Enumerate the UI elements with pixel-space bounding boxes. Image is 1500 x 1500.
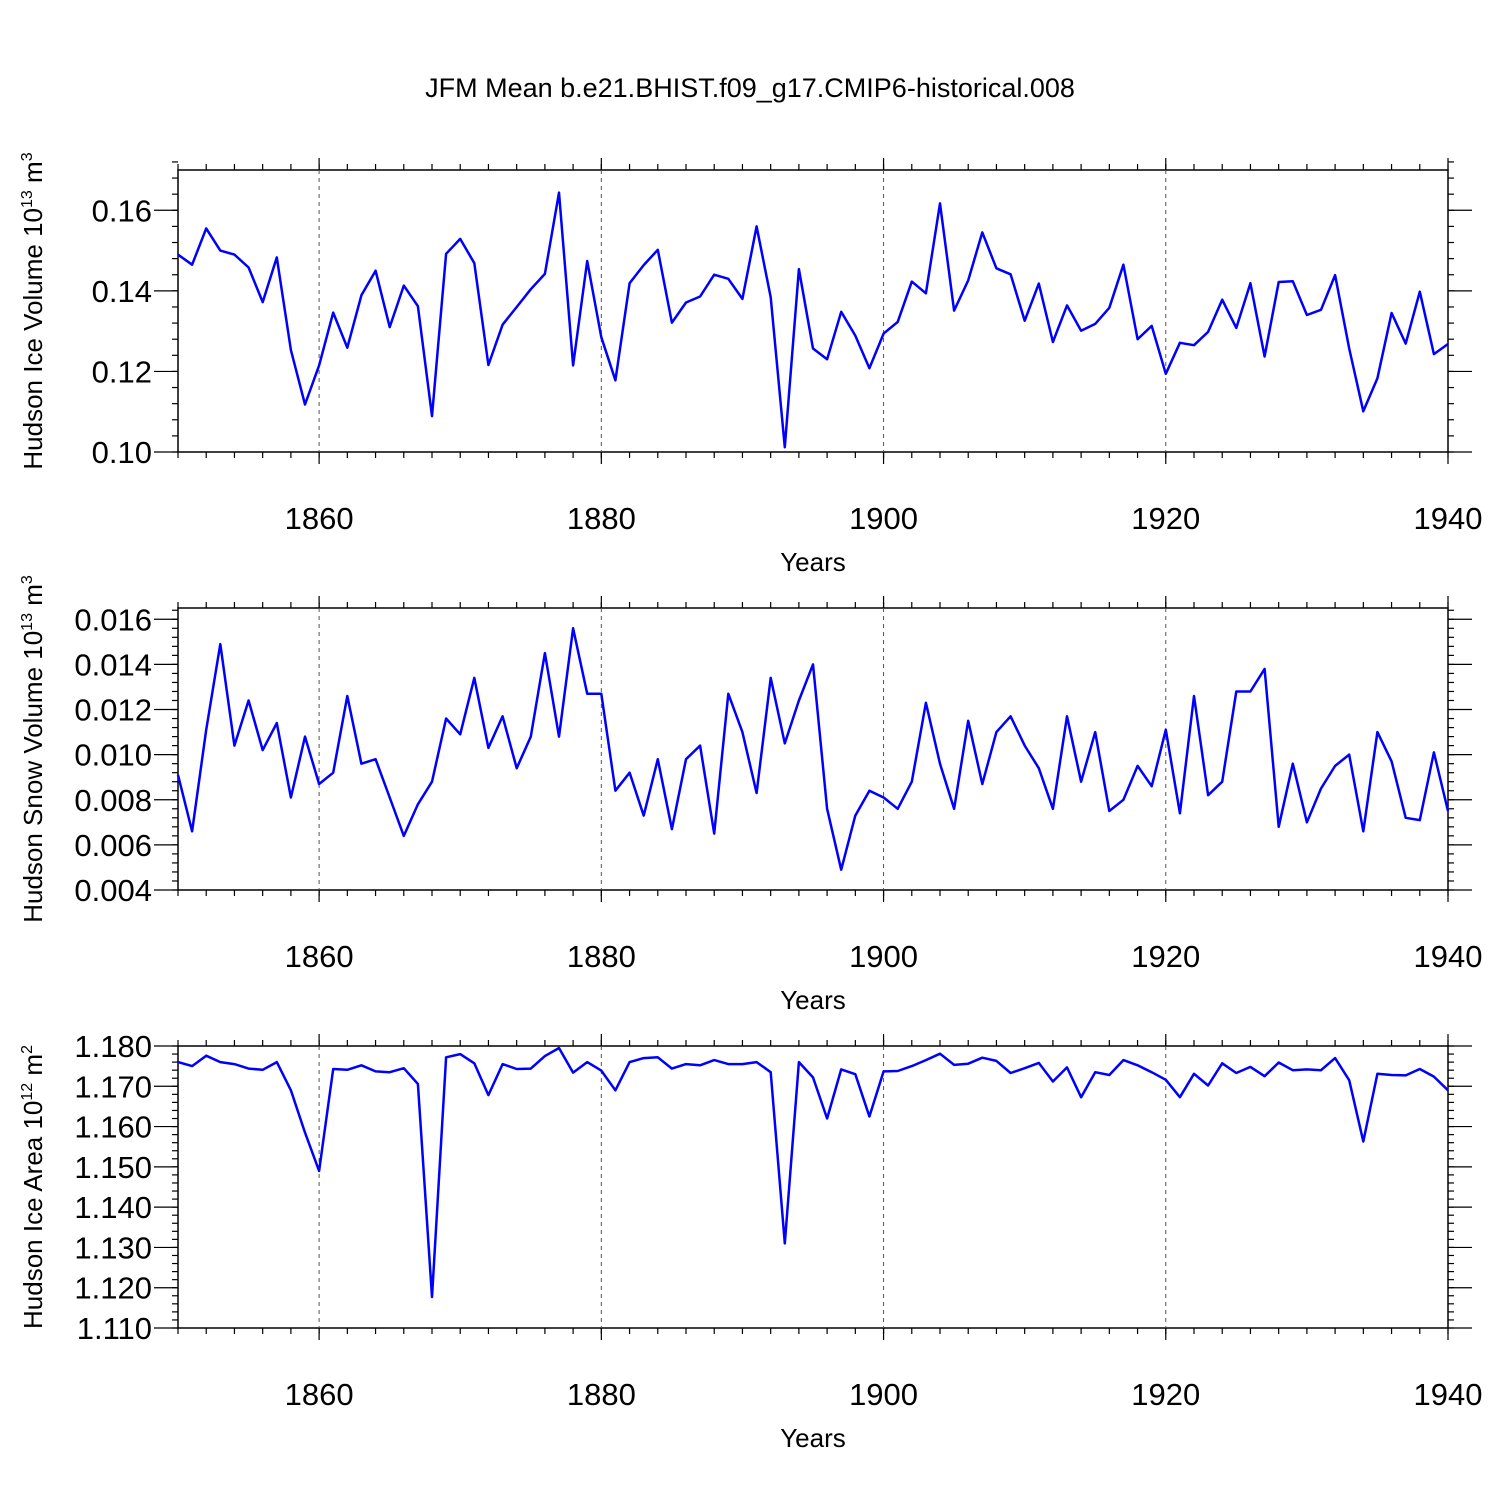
x-tick-label: 1860 (285, 501, 354, 536)
y-tick-label: 0.016 (74, 602, 152, 637)
x-tick-label: 1940 (1414, 939, 1483, 974)
plot-frame (177, 169, 1449, 453)
series-line (177, 191, 1449, 449)
x-tick-label: 1920 (1131, 501, 1200, 536)
series-line (176, 627, 1450, 871)
x-tick-label: 1920 (1131, 939, 1200, 974)
x-tick-label: 1940 (1414, 501, 1483, 536)
y-tick-label: 1.160 (74, 1110, 152, 1145)
x-tick-label: 1860 (285, 1377, 354, 1412)
y-tick-label: 1.170 (74, 1069, 152, 1104)
x-axis-label: Years (780, 985, 846, 1015)
y-tick-label: 1.120 (74, 1271, 152, 1306)
y-tick-label: 0.012 (74, 693, 152, 728)
x-tick-label: 1860 (285, 939, 354, 974)
x-tick-label: 1880 (567, 501, 636, 536)
chart-title: JFM Mean b.e21.BHIST.f09_g17.CMIP6-histo… (425, 73, 1075, 103)
y-tick-label: 0.16 (92, 193, 152, 228)
x-tick-label: 1880 (567, 939, 636, 974)
y-axis-label: Hudson Snow Volume 1013 m3 (18, 575, 48, 923)
y-axis-label: Hudson Ice Volume 1013 m3 (18, 152, 48, 469)
y-tick-label: 0.10 (92, 435, 152, 470)
x-tick-label: 1880 (567, 1377, 636, 1412)
x-tick-label: 1900 (849, 1377, 918, 1412)
x-axis-label: Years (780, 547, 846, 577)
x-tick-label: 1900 (849, 501, 918, 536)
y-tick-label: 0.010 (74, 738, 152, 773)
series-line (177, 1046, 1449, 1299)
y-tick-label: 0.014 (74, 647, 152, 682)
x-tick-label: 1900 (849, 939, 918, 974)
y-tick-label: 1.110 (77, 1311, 152, 1346)
y-tick-label: 0.14 (92, 274, 152, 309)
y-tick-label: 0.12 (92, 354, 152, 389)
y-tick-label: 0.008 (74, 783, 152, 818)
y-tick-label: 1.180 (74, 1029, 152, 1064)
plot-frame (177, 1045, 1449, 1329)
y-axis-label: Hudson Ice Area 1012 m2 (18, 1045, 48, 1329)
y-tick-label: 0.004 (74, 873, 152, 908)
y-tick-label: 1.130 (74, 1230, 152, 1265)
x-axis-label: Years (780, 1423, 846, 1453)
plot-frame (177, 607, 1449, 891)
y-tick-label: 1.150 (74, 1150, 152, 1185)
y-tick-label: 0.006 (74, 828, 152, 863)
x-tick-label: 1940 (1414, 1377, 1483, 1412)
y-tick-label: 1.140 (74, 1190, 152, 1225)
x-tick-label: 1920 (1131, 1377, 1200, 1412)
